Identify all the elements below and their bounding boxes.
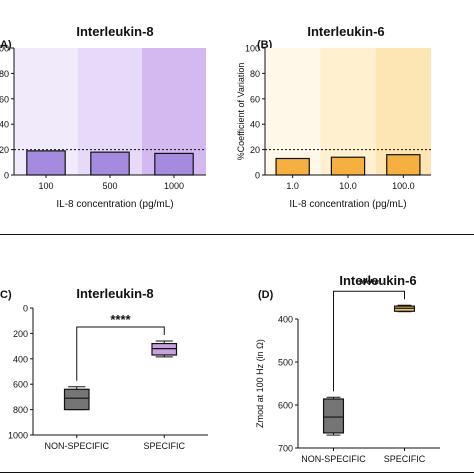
y-tick-label: 500: [278, 358, 293, 368]
y-tick-label: 800: [13, 405, 28, 415]
x-tick-label: 10.0: [339, 181, 357, 191]
significance-label: ****: [110, 312, 131, 327]
bar: [154, 152, 194, 176]
background-band: [265, 48, 321, 175]
y-tick-label: 20: [250, 145, 260, 155]
background-band: [320, 48, 376, 175]
y-tick-label: 80: [0, 69, 9, 79]
y-tick-label: 200: [13, 329, 28, 339]
x-tick-label: 500: [102, 181, 117, 191]
y-tick-label: 0: [23, 304, 28, 314]
box: [63, 388, 90, 411]
y-tick-label: 40: [250, 120, 260, 130]
panel-label: (D): [258, 289, 274, 301]
x-tick-label: NON-SPECIFIC: [44, 441, 109, 451]
y-tick-label: 20: [0, 145, 9, 155]
y-tick-label: 0: [255, 171, 260, 181]
y-tick-label: 100: [245, 44, 260, 54]
x-tick-label: SPECIFIC: [143, 441, 185, 451]
x-tick-label: SPECIFIC: [384, 454, 426, 464]
y-tick-label: 60: [0, 94, 9, 104]
y-tick-label: 600: [278, 401, 293, 411]
box: [151, 342, 178, 356]
bar: [26, 150, 66, 176]
chart-title: Interleukin-8: [76, 286, 153, 301]
y-tick-label: 80: [250, 69, 260, 79]
y-tick-label: 700: [278, 444, 293, 454]
x-tick-label: NON-SPECIFIC: [301, 454, 366, 464]
x-tick-label: 100: [38, 181, 53, 191]
box: [322, 398, 345, 434]
y-tick-label: 100: [0, 44, 9, 54]
panel-label: C): [0, 289, 12, 301]
chart-title: Interleukin-6: [307, 24, 384, 39]
y-tick-label: 400: [278, 315, 293, 325]
bar: [275, 157, 310, 176]
y-tick-label: 60: [250, 94, 260, 104]
bar: [386, 154, 421, 176]
x-tick-label: 100.0: [392, 181, 415, 191]
x-tick-label: 1.0: [286, 181, 299, 191]
bar: [330, 156, 366, 176]
bottom-divider: [0, 472, 474, 473]
panel-label: A): [0, 39, 12, 51]
significance-bracket: [333, 290, 405, 392]
significance-bracket: [76, 326, 165, 381]
background-band: [375, 48, 431, 175]
y-tick-label: 400: [13, 354, 28, 364]
x-axis-label: IL-8 concentration (pg/mL): [56, 199, 173, 210]
chart-title: Interleukin-8: [76, 24, 153, 39]
bar: [90, 151, 130, 176]
y-tick-label: 1000: [8, 431, 28, 441]
chart-title: Interleukin-6: [339, 273, 416, 288]
y-axis-label: %Coefficient of Variation: [236, 63, 246, 161]
y-tick-label: 40: [0, 120, 9, 130]
y-tick-label: 0: [4, 171, 9, 181]
y-axis-label: Zmod at 100 Hz (in Ω): [255, 339, 265, 428]
y-tick-label: 600: [13, 380, 28, 390]
significance-label: ****: [359, 276, 380, 291]
top-divider: [0, 234, 474, 235]
x-tick-label: 1000: [164, 181, 184, 191]
x-axis-label: IL-8 concentration (pg/mL): [289, 199, 406, 210]
